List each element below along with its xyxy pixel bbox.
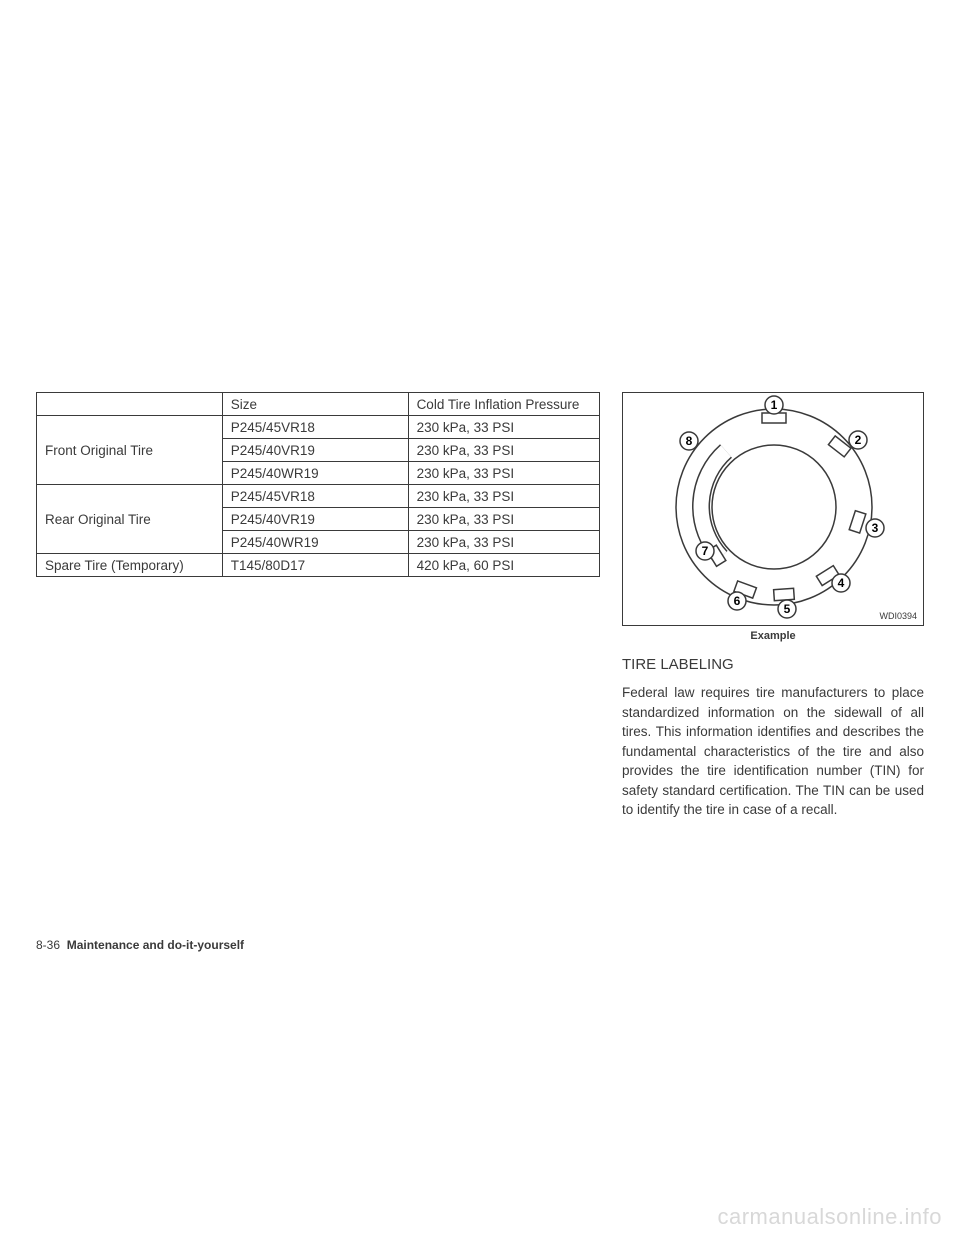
svg-text:1: 1: [771, 398, 778, 412]
table-cell: P245/40WR19: [222, 531, 408, 554]
watermark: carmanualsonline.info: [717, 1204, 942, 1230]
svg-text:5: 5: [784, 602, 791, 616]
tire-pressure-table: Size Cold Tire Inflation Pressure Front …: [36, 392, 600, 577]
marker-7: 7: [696, 542, 714, 560]
svg-text:2: 2: [855, 433, 862, 447]
table-header-size: Size: [222, 393, 408, 416]
svg-text:8: 8: [686, 434, 693, 448]
svg-text:4: 4: [838, 576, 845, 590]
footer-section-name: Maintenance and do-it-yourself: [67, 938, 244, 952]
table-cell: P245/40VR19: [222, 439, 408, 462]
table-header-pressure: Cold Tire Inflation Pressure: [408, 393, 599, 416]
marker-4: 4: [832, 574, 850, 592]
tire-diagram: 1 2 3 4 5: [622, 392, 924, 626]
table-cell: P245/40WR19: [222, 462, 408, 485]
table-cell: 230 kPa, 33 PSI: [408, 416, 599, 439]
marker-8: 8: [680, 432, 698, 450]
table-cell: T145/80D17: [222, 554, 408, 577]
table-cell: P245/45VR18: [222, 416, 408, 439]
svg-text:6: 6: [734, 594, 741, 608]
marker-6: 6: [728, 592, 746, 610]
diagram-caption: Example: [622, 630, 924, 642]
svg-text:3: 3: [872, 521, 879, 535]
table-cell: 230 kPa, 33 PSI: [408, 508, 599, 531]
marker-3: 3: [866, 519, 884, 537]
diagram-code: WDI0394: [879, 611, 917, 621]
marker-1: 1: [765, 396, 783, 414]
marker-2: 2: [849, 431, 867, 449]
svg-text:7: 7: [702, 544, 709, 558]
page-number: 8-36: [36, 938, 60, 952]
table-header-blank: [37, 393, 223, 416]
table-cell-spare-label: Spare Tire (Temporary): [37, 554, 223, 577]
table-cell-rear-label: Rear Original Tire: [37, 485, 223, 554]
section-heading: TIRE LABELING: [622, 656, 924, 673]
tire-sidewall-svg: 1 2 3 4 5: [623, 393, 925, 621]
page-footer: 8-36 Maintenance and do-it-yourself: [36, 938, 244, 952]
table-cell: 420 kPa, 60 PSI: [408, 554, 599, 577]
table-cell: P245/45VR18: [222, 485, 408, 508]
table-cell: P245/40VR19: [222, 508, 408, 531]
table-cell: 230 kPa, 33 PSI: [408, 531, 599, 554]
table-cell: 230 kPa, 33 PSI: [408, 462, 599, 485]
marker-5: 5: [778, 600, 796, 618]
table-cell: 230 kPa, 33 PSI: [408, 439, 599, 462]
section-body: Federal law requires tire manufacturers …: [622, 683, 924, 820]
table-cell: 230 kPa, 33 PSI: [408, 485, 599, 508]
table-cell-front-label: Front Original Tire: [37, 416, 223, 485]
